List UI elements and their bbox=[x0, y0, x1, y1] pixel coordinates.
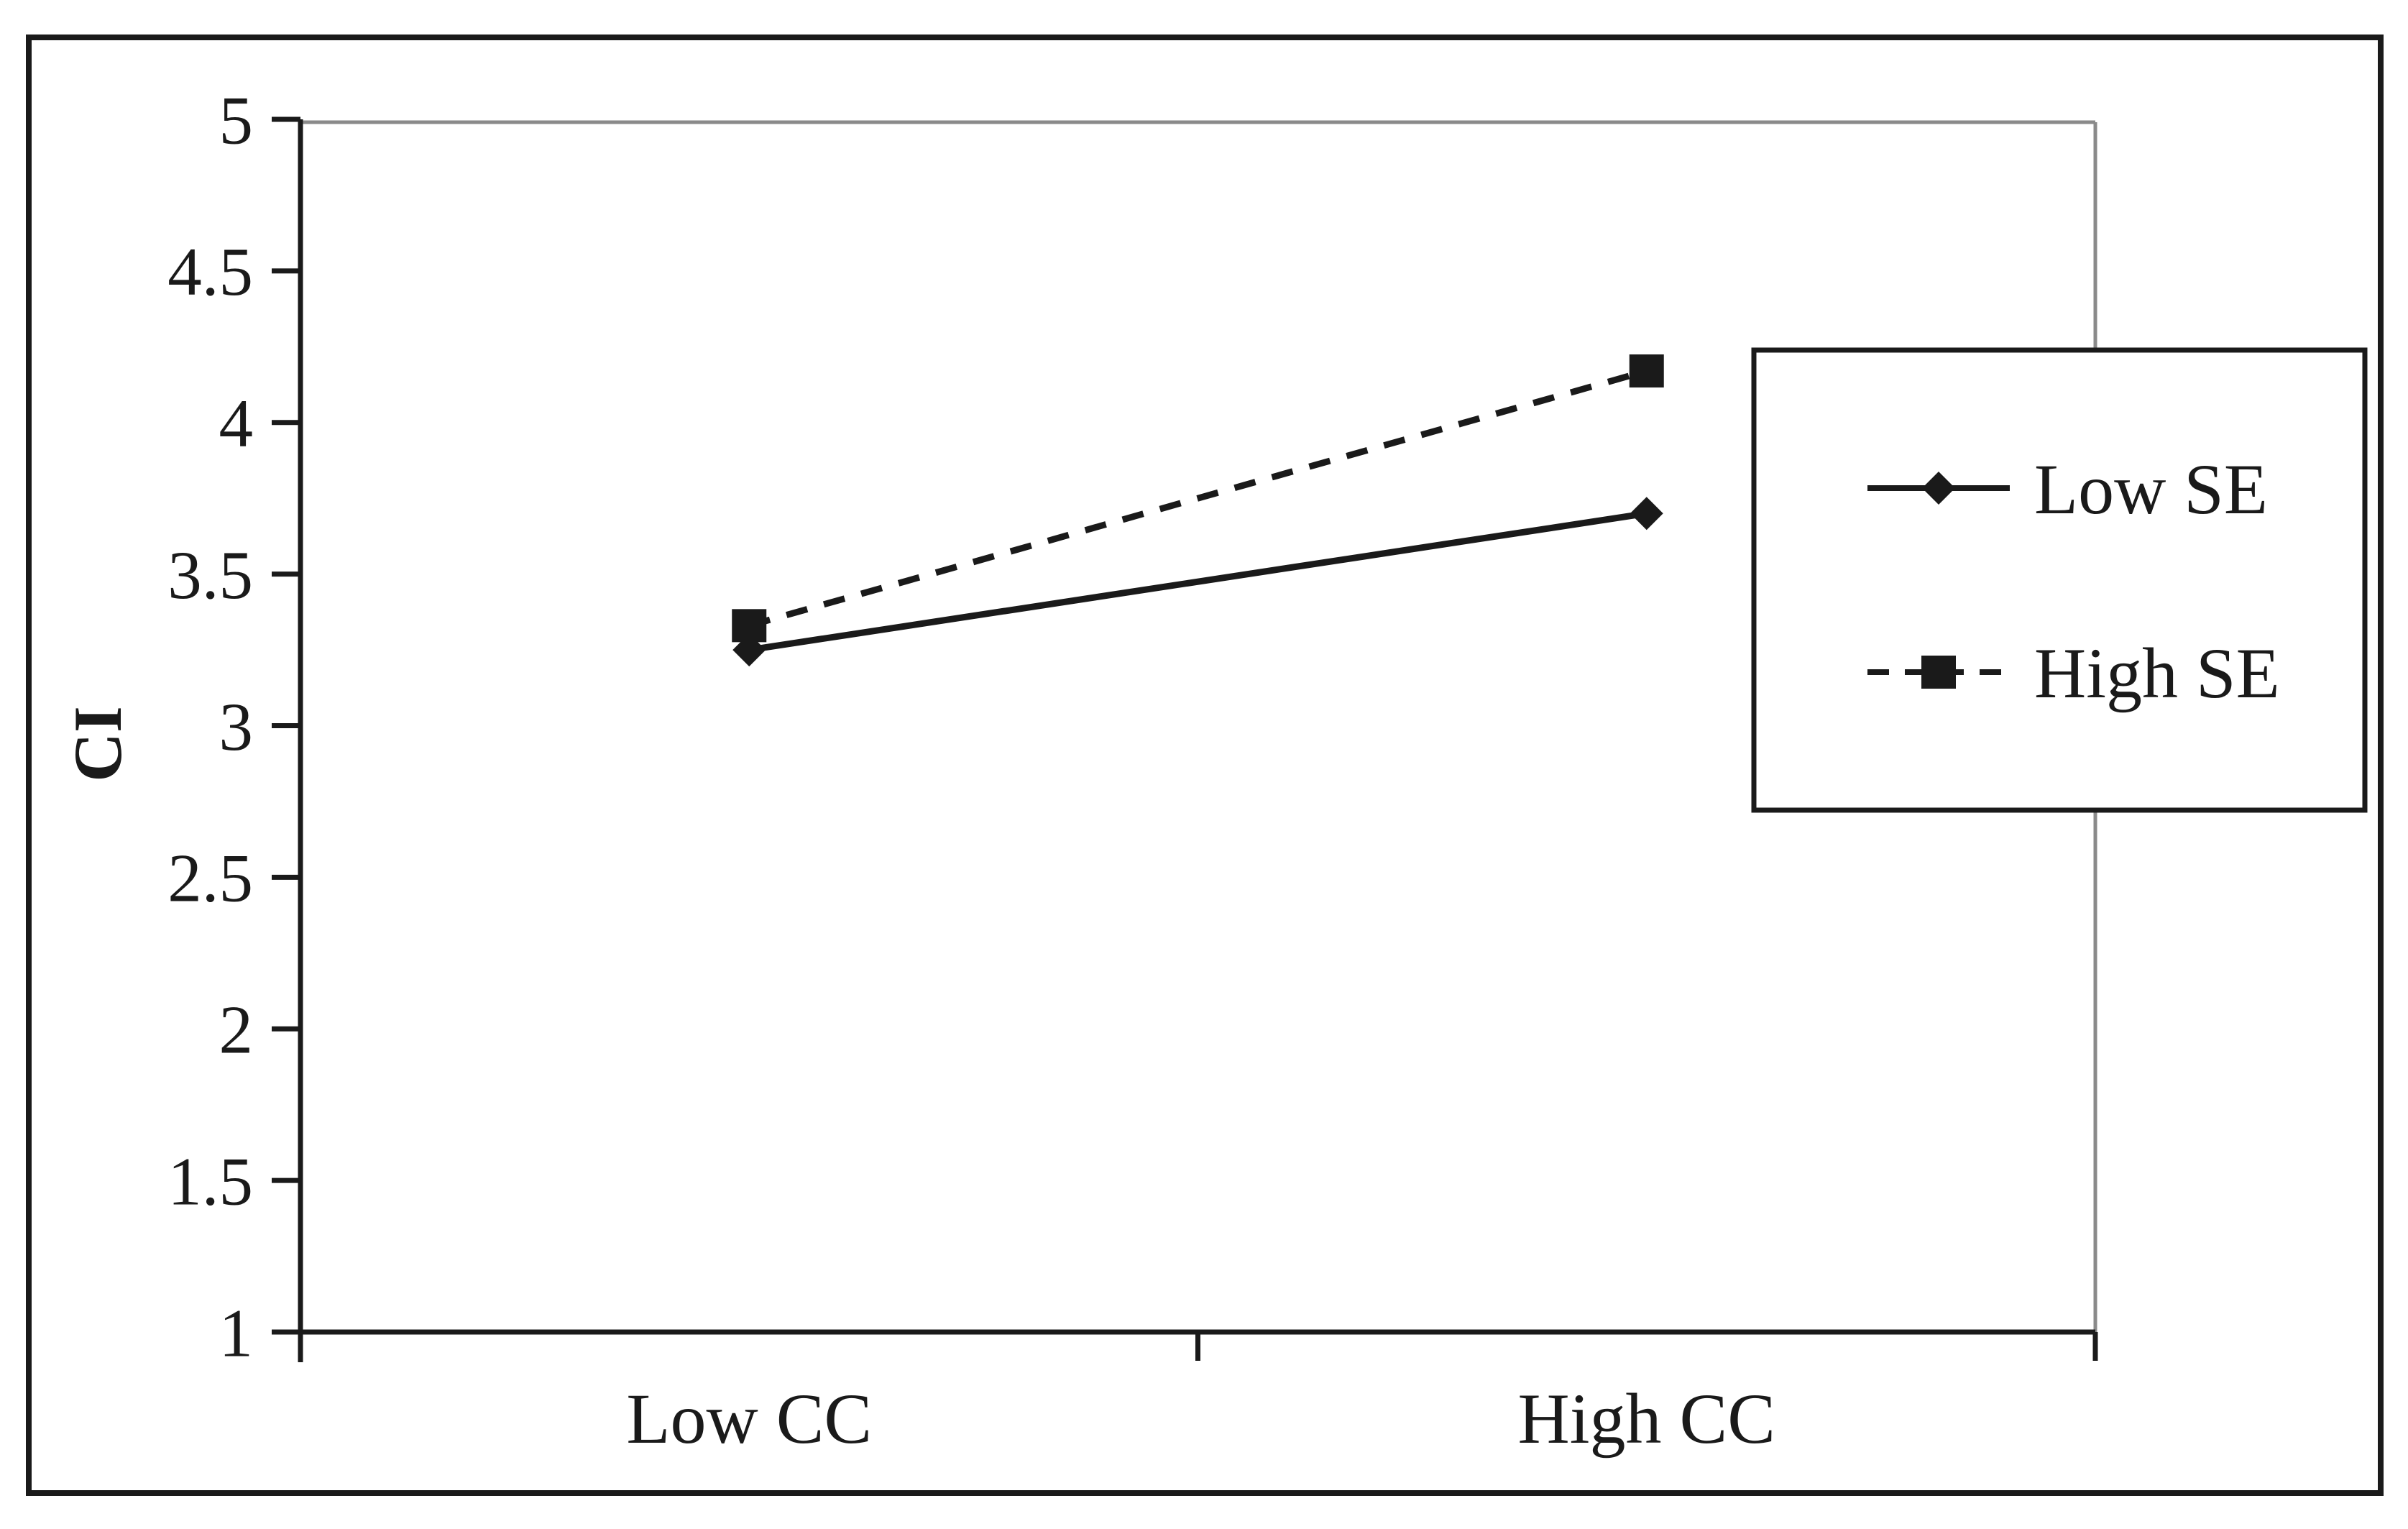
y-axis-ticks: 5 4.5 4 3.5 3 2.5 2 1.5 1 bbox=[167, 82, 300, 1371]
y-tick-label: 3 bbox=[219, 689, 254, 765]
y-tick-label: 2 bbox=[219, 992, 254, 1068]
square-marker-icon bbox=[1629, 354, 1664, 388]
legend-square-marker-icon bbox=[1921, 656, 1956, 689]
legend-label-high-se: High SE bbox=[2034, 633, 2280, 713]
data-series bbox=[732, 354, 1664, 667]
legend-label-low-se: Low SE bbox=[2034, 449, 2268, 529]
y-tick-label: 5 bbox=[219, 82, 254, 158]
y-tick-label: 1.5 bbox=[167, 1143, 253, 1219]
x-category-label: High CC bbox=[1518, 1379, 1775, 1459]
series-line-low-se bbox=[748, 510, 1648, 653]
legend-item-low-se: Low SE bbox=[1867, 449, 2268, 529]
y-tick-label: 1 bbox=[219, 1295, 254, 1371]
legend-box bbox=[1751, 347, 2368, 813]
square-marker-icon bbox=[732, 609, 767, 643]
y-tick-label: 2.5 bbox=[167, 840, 253, 917]
x-category-label: Low CC bbox=[626, 1379, 872, 1459]
series-line-high-se bbox=[748, 367, 1648, 629]
legend-item-high-se: High SE bbox=[1867, 633, 2280, 713]
y-tick-label: 4.5 bbox=[167, 234, 253, 310]
y-tick-label: 4 bbox=[219, 385, 254, 462]
y-axis-title: CI bbox=[60, 706, 136, 782]
x-axis-ticks bbox=[1195, 1332, 2098, 1361]
y-tick-label: 3.5 bbox=[167, 537, 253, 613]
legend: Low SE High SE bbox=[1751, 347, 2368, 813]
legend-diamond-marker-icon bbox=[1922, 472, 1955, 505]
x-axis-labels: Low CC High CC bbox=[626, 1379, 1775, 1459]
diamond-marker-icon bbox=[1630, 497, 1663, 531]
